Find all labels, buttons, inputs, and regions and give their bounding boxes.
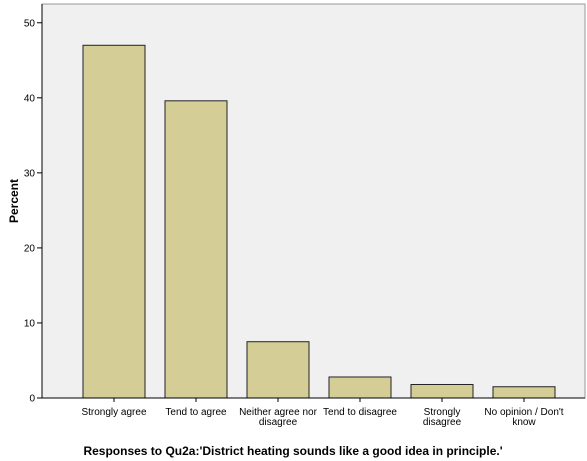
y-tick-label: 40 [24, 93, 36, 104]
y-axis-label: Percent [7, 179, 21, 223]
x-tick-label: Tend to agree [165, 407, 227, 418]
x-tick-label: Strongly agree [81, 407, 146, 418]
bar [492, 386, 556, 399]
y-tick-label: 0 [29, 394, 35, 405]
y-tick-label: 50 [24, 18, 36, 29]
y-tick-label: 20 [24, 243, 36, 254]
bar [164, 100, 228, 399]
x-tick-label: Strongly disagree [423, 407, 462, 428]
y-tick-label: 10 [24, 318, 36, 329]
x-axis-label: Responses to Qu2a:'District heating soun… [83, 444, 502, 458]
bar [82, 44, 146, 399]
bar [328, 376, 392, 399]
bar [410, 383, 474, 399]
bar [246, 341, 310, 399]
x-tick-label: No opinion / Don't know [484, 407, 563, 428]
y-tick-label: 30 [24, 168, 36, 179]
x-tick-label: Neither agree nor disagree [239, 407, 317, 428]
x-tick-label: Tend to disagree [323, 407, 397, 418]
